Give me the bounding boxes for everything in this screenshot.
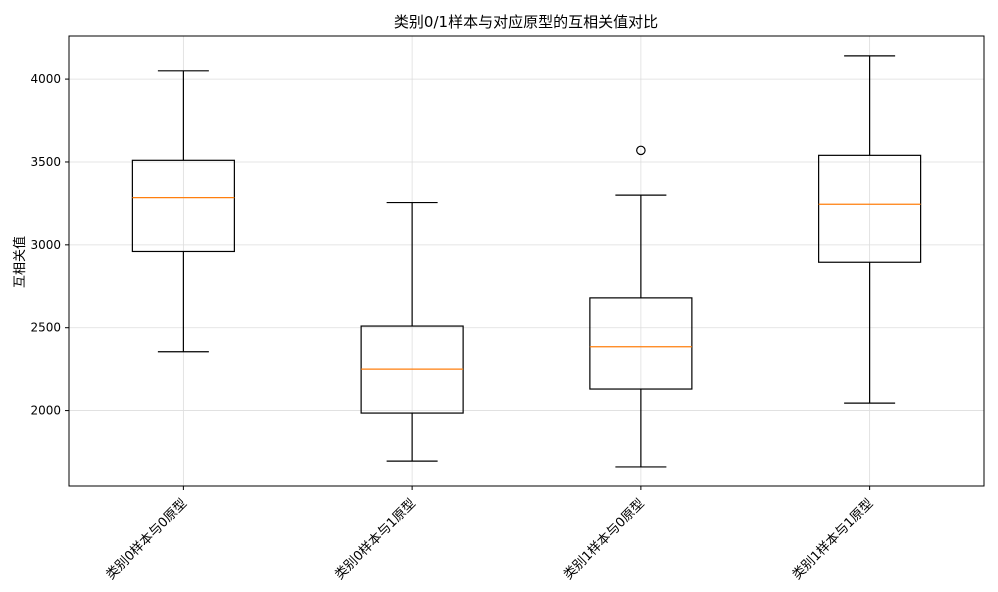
iqr-box xyxy=(589,297,693,390)
y-tick-label: 2500 xyxy=(30,321,61,335)
plot-frame xyxy=(68,35,985,487)
grid-lines xyxy=(69,36,984,486)
x-axis-ticks: 类别0样本与0原型 类别0样本与1原型 类别1样本与0原型 类别1样本与1原型 xyxy=(104,486,877,583)
box-3 xyxy=(589,145,693,468)
outlier-point xyxy=(636,145,646,156)
y-tick-label: 3000 xyxy=(30,238,61,252)
y-axis-label: 互相关值 xyxy=(12,236,28,288)
y-tick-label: 2000 xyxy=(30,404,61,418)
x-tick-label: 类别1样本与0原型 xyxy=(561,496,648,583)
iqr-box xyxy=(131,159,235,253)
x-tick-label: 类别1样本与1原型 xyxy=(790,496,877,583)
chart-title: 类别0/1样本与对应原型的互相关值对比 xyxy=(394,13,658,31)
y-tick-label: 4000 xyxy=(30,72,61,86)
box-4 xyxy=(818,55,922,404)
iqr-box xyxy=(818,154,922,263)
box-1 xyxy=(131,70,235,353)
boxes-group xyxy=(131,55,922,468)
y-axis-ticks: 2000 2500 3000 3500 4000 xyxy=(30,72,69,418)
y-tick-label: 3500 xyxy=(30,155,61,169)
x-tick-label: 类别0样本与1原型 xyxy=(332,496,419,583)
x-tick-label: 类别0样本与0原型 xyxy=(104,496,191,583)
box-2 xyxy=(360,201,464,462)
